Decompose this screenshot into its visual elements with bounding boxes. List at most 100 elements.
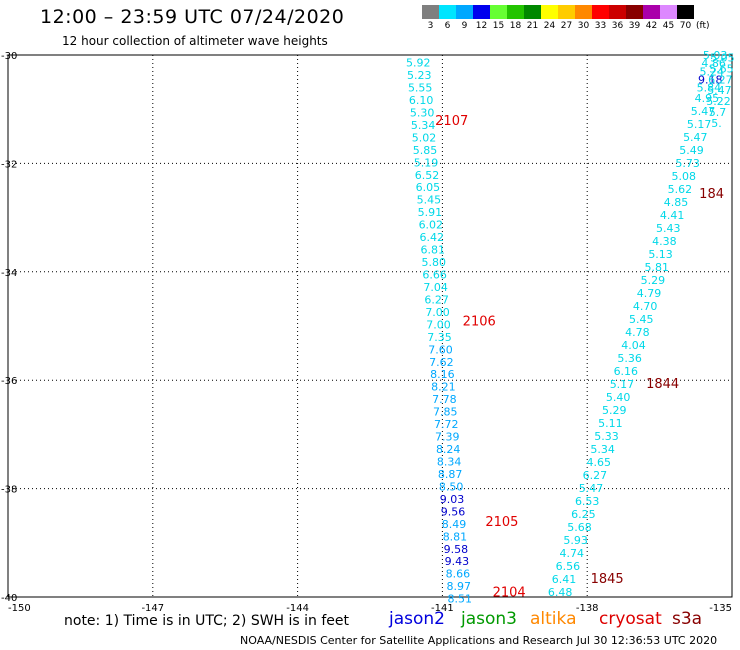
swh-value: 5.08 <box>671 170 696 183</box>
swh-value: 8.21 <box>431 381 456 394</box>
legend-swatch <box>473 5 490 19</box>
swh-value: 6.27 <box>708 73 733 86</box>
x-tick-label: -141 <box>431 603 454 614</box>
swh-value: 5.7 <box>709 106 727 119</box>
swh-value: 5.73 <box>675 157 700 170</box>
swh-value: 7.72 <box>434 418 459 431</box>
pass-label: 184 <box>699 187 724 202</box>
legend-swatches <box>422 5 710 19</box>
swh-value: 6.16 <box>614 365 639 378</box>
swh-value: 5.17 <box>687 118 712 131</box>
credit-line: NOAA/NESDIS Center for Satellite Applica… <box>240 634 718 647</box>
x-tick-label: -147 <box>141 603 164 614</box>
legend-label: 30 <box>577 21 590 31</box>
legend-swatch <box>660 5 677 19</box>
swh-value: 9.03 <box>440 493 465 506</box>
pass-label: 2107 <box>435 114 468 129</box>
swh-value: 5.68 <box>567 521 592 534</box>
swh-value: 4.95 <box>695 92 720 105</box>
y-tick-label: -30 <box>1 51 17 62</box>
color-legend: 3 6 9 12 15 18 21 24 27 30 33 36 39 42 45 70 (ft) <box>422 5 710 33</box>
x-tick-label: -150 <box>8 603 31 614</box>
swh-value: 4.85 <box>664 196 689 209</box>
swh-value: 9.43 <box>445 555 470 568</box>
y-tick-label: -34 <box>1 268 17 279</box>
pass-label: 2104 <box>493 586 526 601</box>
swh-value: 6.41 <box>552 573 577 586</box>
swh-value: 5.17 <box>610 378 635 391</box>
pass-label: 1844 <box>646 377 679 392</box>
swh-value: 5.47 <box>683 131 708 144</box>
swh-value: 6.53 <box>575 495 600 508</box>
swh-value: 4.78 <box>625 326 650 339</box>
swh-value: 6.42 <box>420 231 445 244</box>
legend-swatch <box>490 5 507 19</box>
swh-value: 6.10 <box>409 94 434 107</box>
swh-value: 5.45 <box>629 313 654 326</box>
legend-label: 36 <box>611 21 624 31</box>
swh-value: 6.66 <box>422 269 447 282</box>
swh-value: 6.02 <box>419 219 444 232</box>
swh-value: 5.02 <box>412 131 437 144</box>
swh-value: 5.47 <box>579 482 604 495</box>
swh-value: 5.29 <box>641 274 666 287</box>
legend-label: 45 <box>662 21 675 31</box>
swh-value: 5.80 <box>421 256 446 269</box>
swh-value: 5.36 <box>617 352 642 365</box>
swh-value: 5.30 <box>410 106 435 119</box>
map-subtitle: 12 hour collection of altimeter wave hei… <box>62 34 328 48</box>
swh-value: 4.70 <box>633 300 658 313</box>
swh-value: 4.86 <box>701 57 726 70</box>
swh-value: 6.52 <box>415 169 440 182</box>
swh-value: 4.79 <box>637 287 662 300</box>
legend-label: 27 <box>560 21 573 31</box>
legend-swatch <box>677 5 694 19</box>
legend-swatch <box>626 5 643 19</box>
x-tick-label: -144 <box>286 603 309 614</box>
swh-value: 8.66 <box>446 568 471 581</box>
pass-label: 1845 <box>591 572 624 587</box>
legend-label: 12 <box>475 21 488 31</box>
swh-value: 5.65 <box>709 63 734 76</box>
swh-value: 4.41 <box>660 209 685 222</box>
swh-value: 7.00 <box>425 306 450 319</box>
swh-value: 5.24 <box>699 65 724 78</box>
legend-label: 70 <box>679 21 692 31</box>
legend-swatch <box>524 5 541 19</box>
legend-label: 3 <box>427 21 434 31</box>
legend-label: 9 <box>461 21 468 31</box>
swh-value: 5.34 <box>590 443 615 456</box>
swh-value: 9.58 <box>444 543 469 556</box>
legend-swatch <box>439 5 456 19</box>
x-tick-label: -135 <box>709 603 732 614</box>
legend-label: 39 <box>628 21 641 31</box>
swh-value: 5.55 <box>408 82 433 95</box>
legend-swatch <box>541 5 558 19</box>
swh-value: 5.45 <box>417 194 442 207</box>
legend-swatch <box>643 5 660 19</box>
legend-label: 42 <box>645 21 658 31</box>
pass-label: 2105 <box>485 515 518 530</box>
swh-value: 8.50 <box>439 480 464 493</box>
swh-value: 5.19 <box>414 156 439 169</box>
swh-value: 4.65 <box>587 456 612 469</box>
legend-unit: (ft) <box>696 21 710 31</box>
legend-swatch <box>592 5 609 19</box>
swh-value: 5. <box>711 117 722 130</box>
legend-swatch <box>422 5 439 19</box>
swh-value: 8.49 <box>442 518 467 531</box>
swh-value: 5.92 <box>406 57 431 70</box>
swh-value: 7.04 <box>423 281 448 294</box>
swh-value: 5.13 <box>648 248 673 261</box>
swh-value: 7.85 <box>433 406 458 419</box>
swh-value: 6.48 <box>548 586 573 599</box>
swh-value: 5.22 <box>706 95 731 108</box>
swh-value: 7.39 <box>435 431 460 444</box>
legend-label: 6 <box>444 21 451 31</box>
swh-value: 8.97 <box>447 580 472 593</box>
swh-value: 8.81 <box>443 530 468 543</box>
legend-label: 18 <box>509 21 522 31</box>
swh-value: 7.00 <box>426 318 451 331</box>
legend-swatch <box>558 5 575 19</box>
